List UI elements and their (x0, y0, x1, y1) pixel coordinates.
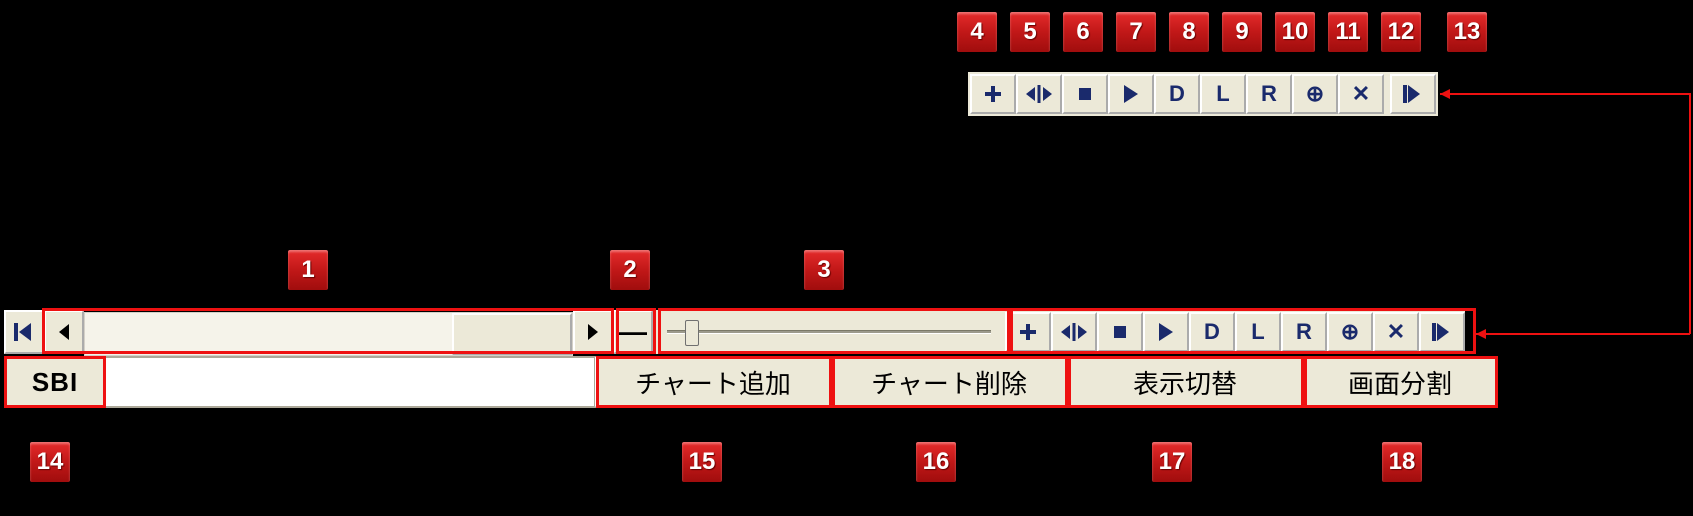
callout-14: 14 (28, 440, 72, 484)
callout-7: 7 (1114, 10, 1158, 54)
outline-mid-toolbar (1010, 308, 1476, 354)
tb-d-button[interactable]: D (1154, 74, 1200, 114)
outline-sbi (4, 356, 106, 408)
callout-1: 1 (286, 248, 330, 292)
outline-add-chart (596, 356, 832, 408)
outline-split (1304, 356, 1498, 408)
tb-zoom-button[interactable]: ⊕ (1292, 74, 1338, 114)
tb-close-button[interactable]: ✕ (1338, 74, 1384, 114)
callout-2: 2 (608, 248, 652, 292)
outline-toggle (1068, 356, 1304, 408)
callout-4: 4 (955, 10, 999, 54)
outline-del-chart (832, 356, 1068, 408)
callout-11: 11 (1326, 10, 1370, 54)
callout-16: 16 (914, 440, 958, 484)
callout-15: 15 (680, 440, 724, 484)
callout-3: 3 (802, 248, 846, 292)
connector-arrow-mid (1476, 326, 1693, 342)
tb-l-button[interactable]: L (1200, 74, 1246, 114)
callout-18: 18 (1380, 440, 1424, 484)
callout-5: 5 (1008, 10, 1052, 54)
scroll-home-button[interactable] (4, 310, 44, 354)
callout-13: 13 (1445, 10, 1489, 54)
symbol-input[interactable] (105, 357, 595, 407)
callout-9: 9 (1220, 10, 1264, 54)
callout-10: 10 (1273, 10, 1317, 54)
outline-minus (616, 308, 656, 354)
outline-slider (658, 308, 1010, 354)
callout-8: 8 (1167, 10, 1211, 54)
tb-hsplit-button[interactable] (1016, 74, 1062, 114)
callout-17: 17 (1150, 440, 1194, 484)
callout-6: 6 (1061, 10, 1105, 54)
tb-plus-button[interactable] (970, 74, 1016, 114)
connector-line (1440, 88, 1693, 338)
tb-r-button[interactable]: R (1246, 74, 1292, 114)
outline-scrollbar (42, 308, 614, 354)
tb-stop-button[interactable] (1062, 74, 1108, 114)
tb-play-button[interactable] (1108, 74, 1154, 114)
top-toolbar: D L R ⊕ ✕ (968, 72, 1438, 116)
callout-12: 12 (1379, 10, 1423, 54)
tb-forward-button[interactable] (1390, 74, 1436, 114)
